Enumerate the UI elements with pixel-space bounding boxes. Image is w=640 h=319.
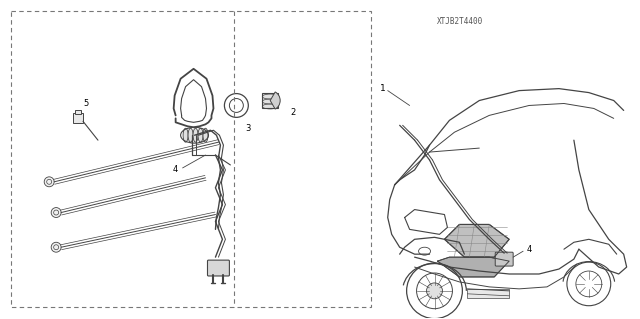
Bar: [467, 289, 509, 298]
FancyBboxPatch shape: [207, 260, 229, 276]
Circle shape: [426, 283, 442, 299]
Text: XTJB2T4400: XTJB2T4400: [437, 18, 483, 26]
FancyBboxPatch shape: [495, 252, 513, 266]
Text: 2: 2: [291, 108, 296, 117]
Text: 1: 1: [380, 84, 386, 93]
Ellipse shape: [188, 128, 193, 142]
Text: 4: 4: [173, 166, 179, 174]
Bar: [262, 93, 278, 108]
Text: 3: 3: [246, 124, 251, 133]
Text: 4: 4: [527, 245, 532, 254]
Bar: [75, 110, 81, 115]
Polygon shape: [444, 225, 509, 257]
Circle shape: [51, 208, 61, 218]
Bar: [73, 114, 83, 123]
Polygon shape: [438, 257, 509, 277]
Bar: [11, 11, 371, 307]
Text: 5: 5: [83, 99, 89, 108]
Ellipse shape: [203, 128, 208, 142]
Circle shape: [51, 242, 61, 252]
Circle shape: [44, 177, 54, 187]
Ellipse shape: [193, 128, 198, 142]
Wedge shape: [270, 92, 280, 109]
Ellipse shape: [183, 128, 188, 142]
Ellipse shape: [198, 128, 203, 142]
